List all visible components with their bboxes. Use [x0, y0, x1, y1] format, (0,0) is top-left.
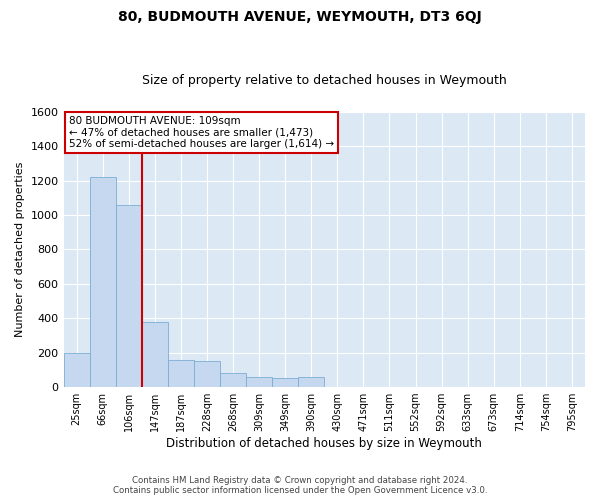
Bar — [116, 204, 142, 387]
X-axis label: Distribution of detached houses by size in Weymouth: Distribution of detached houses by size … — [166, 437, 482, 450]
Y-axis label: Number of detached properties: Number of detached properties — [15, 162, 25, 337]
Bar — [298, 377, 324, 387]
Bar — [246, 377, 272, 387]
Text: 80, BUDMOUTH AVENUE, WEYMOUTH, DT3 6QJ: 80, BUDMOUTH AVENUE, WEYMOUTH, DT3 6QJ — [118, 10, 482, 24]
Text: 80 BUDMOUTH AVENUE: 109sqm
← 47% of detached houses are smaller (1,473)
52% of s: 80 BUDMOUTH AVENUE: 109sqm ← 47% of deta… — [69, 116, 334, 149]
Text: Contains HM Land Registry data © Crown copyright and database right 2024.
Contai: Contains HM Land Registry data © Crown c… — [113, 476, 487, 495]
Bar — [168, 360, 194, 387]
Bar — [220, 374, 246, 387]
Bar — [194, 362, 220, 387]
Bar — [89, 177, 116, 387]
Title: Size of property relative to detached houses in Weymouth: Size of property relative to detached ho… — [142, 74, 506, 87]
Bar — [272, 378, 298, 387]
Bar — [64, 352, 89, 387]
Bar — [142, 322, 168, 387]
